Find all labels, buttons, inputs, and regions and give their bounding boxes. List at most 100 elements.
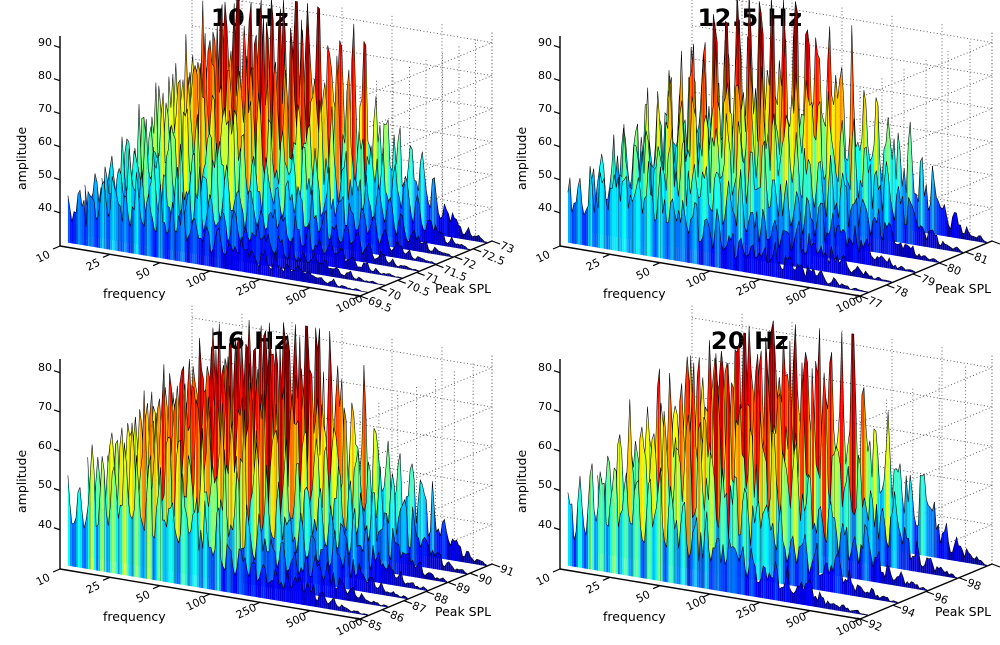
- surface-facet: [428, 546, 431, 569]
- surface-facet: [630, 194, 633, 254]
- surface-facet: [857, 584, 860, 597]
- surface-facet: [897, 576, 900, 587]
- surface-facet: [849, 569, 852, 596]
- surface-facet: [735, 548, 738, 594]
- surface-facet: [342, 274, 345, 279]
- surface-facet: [75, 193, 78, 245]
- surface-facet: [401, 571, 404, 587]
- surface-facet: [837, 605, 840, 612]
- surface-facet: [293, 576, 296, 604]
- surface-facet: [929, 259, 932, 262]
- surface-facet: [892, 491, 895, 569]
- surface-facet: [216, 507, 219, 591]
- surface-facet: [916, 541, 919, 573]
- surface-facet: [383, 273, 386, 276]
- surface-facet: [660, 467, 663, 582]
- surface-facet: [366, 243, 369, 264]
- surface-facet: [883, 257, 886, 268]
- axes-12-5hz: [552, 0, 1000, 300]
- surface-facet: [650, 479, 653, 580]
- surface-facet: [904, 526, 907, 571]
- surface-facet: [389, 592, 392, 597]
- surface-facet: [946, 244, 949, 251]
- surface-facet: [908, 246, 912, 259]
- surface-facet: [422, 537, 425, 568]
- surface-facet: [122, 195, 125, 253]
- surface-facet: [865, 271, 868, 279]
- surface-facet: [374, 258, 377, 265]
- surface-facet: [956, 246, 959, 253]
- surface-facet: [843, 285, 846, 290]
- surface-facet: [240, 458, 243, 572]
- surface-facet: [251, 250, 254, 274]
- surface-facet: [624, 176, 627, 253]
- surface-facet: [356, 277, 359, 282]
- surface-facet: [436, 552, 439, 570]
- surface-facet: [902, 244, 905, 258]
- surface-facet: [638, 177, 641, 255]
- surface-facet: [567, 177, 570, 244]
- surface-facet: [926, 231, 929, 248]
- surface-facet: [809, 232, 812, 270]
- surface-facet: [301, 582, 304, 605]
- surface-facet: [762, 208, 765, 262]
- surface-facet: [277, 576, 280, 601]
- surface-facet: [390, 258, 393, 268]
- surface-facet: [805, 533, 808, 589]
- surface-facet: [928, 558, 931, 575]
- surface-facet: [307, 271, 310, 283]
- surface-facet: [620, 510, 623, 575]
- surface-facet: [970, 554, 973, 564]
- surface-facet: [828, 155, 831, 245]
- surface-facet: [756, 211, 759, 261]
- surface-facet: [787, 256, 790, 280]
- surface-facet: [757, 582, 760, 598]
- surface-facet: [272, 433, 275, 566]
- surface-facet: [396, 543, 399, 575]
- surface-facet: [302, 252, 305, 273]
- surface-facet: [805, 251, 808, 269]
- axes-10hz: [52, 0, 501, 300]
- surface-facet: [915, 584, 918, 590]
- surface-facet: [410, 560, 413, 577]
- surface-facet: [441, 232, 444, 246]
- surface-facet: [731, 233, 734, 271]
- z-tick-label: 70: [538, 101, 552, 115]
- surface-facet: [302, 200, 305, 253]
- surface-facet: [958, 545, 961, 562]
- surface-facet: [385, 567, 388, 585]
- surface-facet: [239, 548, 242, 595]
- surface-facet: [927, 257, 930, 262]
- surface-facet: [918, 161, 921, 233]
- surface-facet: [680, 506, 683, 585]
- surface-facet: [432, 177, 435, 235]
- surface-facet: [329, 600, 332, 610]
- surface-facet: [404, 265, 407, 270]
- surface-facet: [337, 553, 340, 588]
- surface-ridge: [186, 319, 487, 566]
- surface-facet: [458, 544, 461, 562]
- surface-facet: [194, 218, 197, 265]
- surface-facet: [321, 592, 324, 609]
- surface-facet: [349, 588, 352, 602]
- surface-facet: [388, 496, 391, 562]
- surface-facet: [758, 187, 761, 248]
- surface-facet: [476, 235, 479, 242]
- surface-facet: [438, 251, 441, 256]
- surface-facet: [321, 246, 324, 266]
- z-tick-label: 90: [38, 35, 52, 49]
- surface-facet: [980, 235, 983, 243]
- surface-facet: [886, 541, 889, 568]
- surface-facet: [614, 174, 617, 251]
- surface-facet: [743, 546, 746, 596]
- surface-facet: [832, 517, 835, 576]
- surface-facet: [753, 560, 756, 597]
- surface-facet: [674, 520, 677, 584]
- surface-facet: [726, 180, 729, 256]
- surface-facet: [436, 249, 439, 255]
- surface-facet: [156, 208, 159, 258]
- surface-facet: [962, 233, 965, 240]
- surface-facet: [172, 202, 175, 261]
- surface-facet: [90, 195, 93, 247]
- surface-facet: [794, 552, 797, 587]
